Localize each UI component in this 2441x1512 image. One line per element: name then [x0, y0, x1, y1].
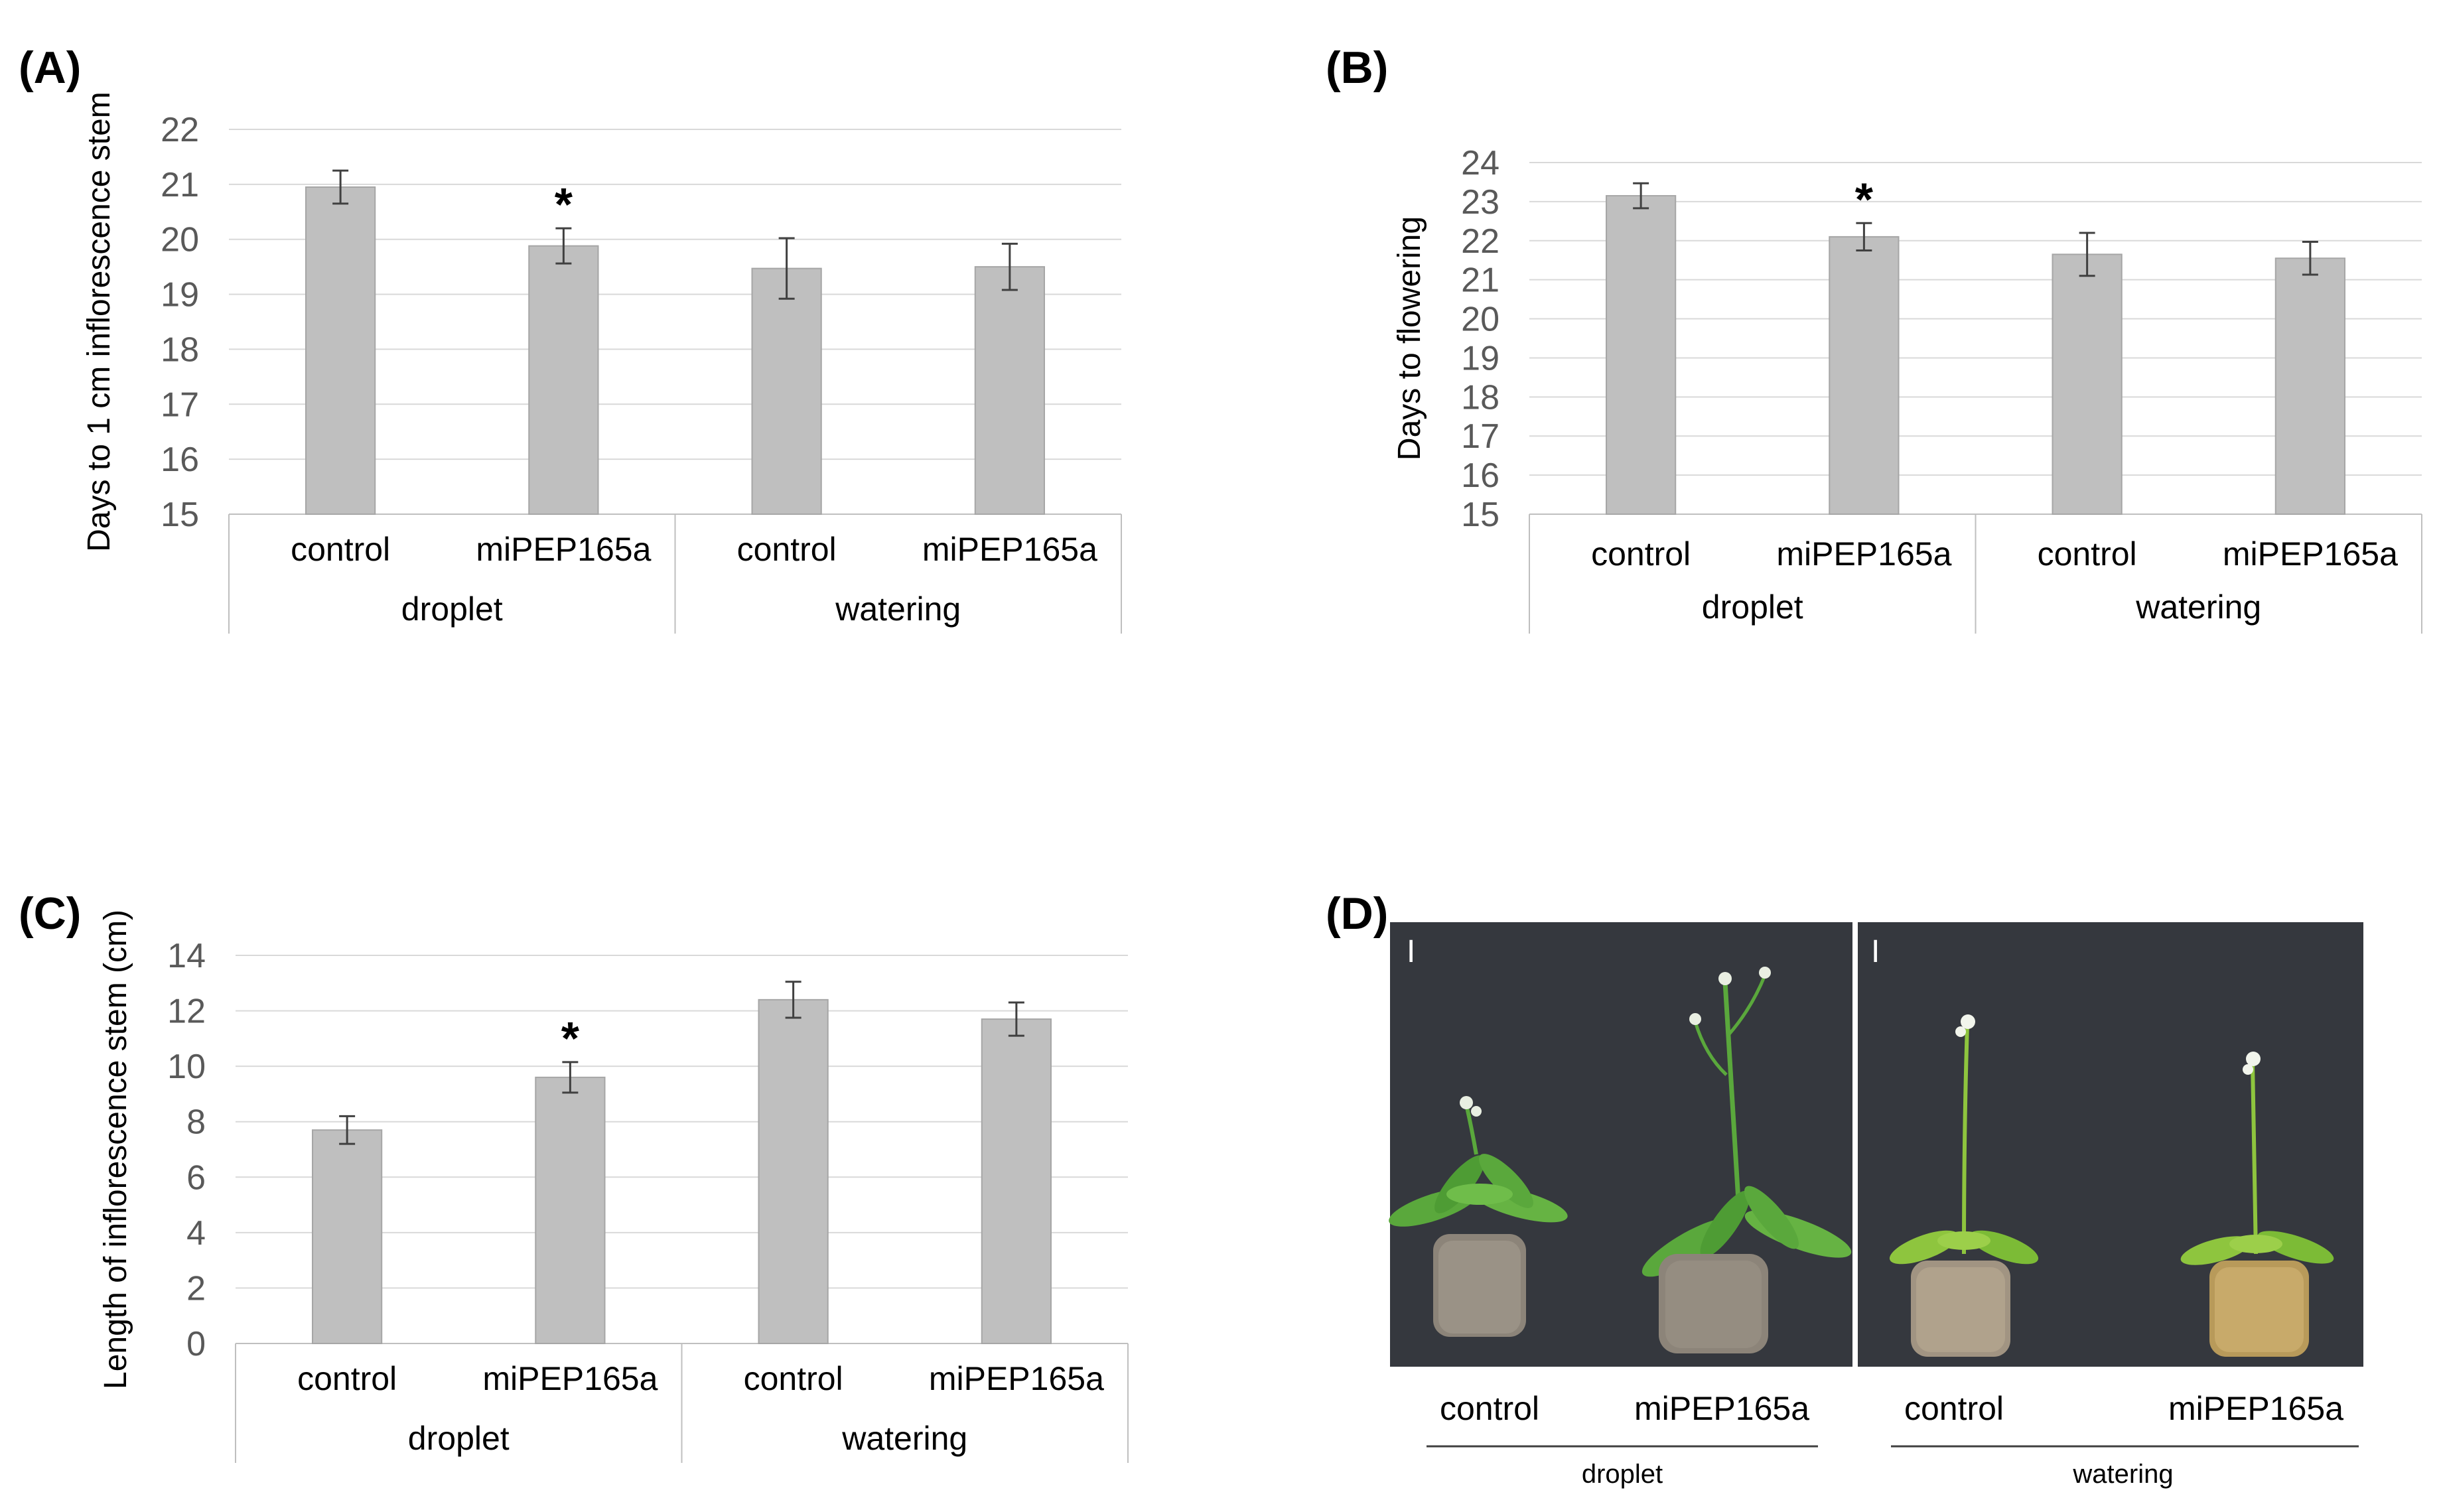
category-label: miPEP165a — [929, 1360, 1104, 1397]
y-tick-label: 22 — [161, 111, 199, 149]
bar-c-3 — [758, 998, 829, 1345]
plant-droplet-mipep165a — [1641, 967, 1852, 1353]
y-tick-label: 8 — [186, 1103, 206, 1142]
y-tick-label: 0 — [186, 1325, 206, 1363]
category-label: control — [2038, 535, 2137, 573]
group-label: droplet — [401, 590, 503, 628]
bar-c-2 — [535, 1076, 606, 1345]
y-tick-label: 19 — [1461, 339, 1499, 378]
bar-c-4 — [981, 1018, 1052, 1345]
group-label: watering — [841, 1420, 967, 1457]
scale-bar: I — [1407, 934, 1415, 969]
scale-bar-2: I — [1871, 934, 1880, 969]
bar-a-3 — [751, 267, 822, 515]
y-tick-label: 2 — [186, 1269, 206, 1308]
y-tick-label: 22 — [1461, 222, 1499, 261]
y-tick-label: 16 — [1461, 456, 1499, 495]
photo-group-watering: watering — [2072, 1460, 2173, 1489]
y-axis-label: Days to flowering — [1392, 216, 1427, 460]
group-label: droplet — [1702, 588, 1803, 626]
chart-c: 0 2 4 6 8 10 12 14 control * miPEP165a control miPEP… — [98, 910, 1129, 1463]
y-tick-label: 16 — [161, 441, 199, 479]
y-tick-label: 21 — [1461, 261, 1499, 300]
photo-label-watering-control: control — [1904, 1390, 2004, 1427]
group-label: watering — [2135, 588, 2261, 626]
bar-b-1 — [1606, 195, 1677, 515]
bar-a-4 — [974, 266, 1045, 515]
y-tick-label: 21 — [161, 166, 199, 204]
y-tick-label: 14 — [167, 937, 206, 975]
category-label: miPEP165a — [476, 531, 651, 568]
panel-label-b: (B) — [1326, 42, 1388, 93]
panel-label-c: (C) — [19, 888, 81, 939]
photo-label-droplet-control: control — [1440, 1390, 1539, 1427]
plant-droplet-control — [1389, 1096, 1568, 1337]
y-tick-label: 18 — [1461, 378, 1499, 417]
y-axis-label: Days to 1 cm inflorescence stem — [82, 92, 117, 552]
significance-star: * — [555, 178, 573, 230]
category-label: control — [297, 1360, 397, 1397]
plant-watering-mipep165a — [2180, 1052, 2334, 1357]
bar-b-3 — [2052, 253, 2123, 515]
category-label: miPEP165a — [2223, 535, 2398, 573]
y-tick-label: 17 — [1461, 417, 1499, 456]
bar-b-4 — [2274, 257, 2345, 515]
bar-c-1 — [312, 1129, 383, 1344]
category-label: control — [1591, 535, 1691, 573]
photo-watering: I — [1858, 922, 2363, 1367]
category-label: miPEP165a — [1776, 535, 1951, 573]
bar-a-2 — [528, 245, 599, 515]
photo-droplet: I — [1389, 922, 1852, 1367]
y-tick-label: 12 — [167, 993, 206, 1031]
bar-a-1 — [305, 186, 376, 515]
panel-label-d: (D) — [1326, 888, 1388, 939]
y-tick-label: 20 — [1461, 301, 1499, 339]
group-label: droplet — [408, 1420, 510, 1457]
bar-b-2 — [1829, 236, 1900, 515]
chart-a: 15 16 17 18 19 20 21 22 control * miPEP165a control… — [82, 92, 1122, 634]
y-tick-label: 10 — [167, 1048, 206, 1086]
significance-star: * — [561, 1012, 580, 1064]
category-label: miPEP165a — [922, 531, 1097, 568]
panel-label-a: (A) — [19, 42, 81, 93]
photo-label-droplet-mipep165a: miPEP165a — [1634, 1390, 1809, 1427]
group-label: watering — [835, 590, 961, 628]
category-label: miPEP165a — [482, 1360, 658, 1397]
y-tick-label: 6 — [186, 1158, 206, 1197]
y-axis-label: Length of inflorescence stem (cm) — [98, 910, 133, 1389]
plant-photos: I — [1389, 922, 2363, 1489]
category-label: control — [737, 531, 837, 568]
y-tick-label: 19 — [161, 276, 199, 314]
significance-star: * — [1855, 173, 1874, 225]
y-tick-label: 23 — [1461, 183, 1499, 222]
category-label: control — [291, 531, 390, 568]
y-tick-label: 15 — [161, 496, 199, 534]
plant-watering-control — [1889, 1014, 2039, 1357]
y-tick-label: 4 — [186, 1214, 206, 1253]
photo-group-droplet: droplet — [1582, 1460, 1663, 1489]
category-label: control — [744, 1360, 843, 1397]
y-tick-label: 17 — [161, 385, 199, 424]
y-tick-label: 20 — [161, 221, 199, 259]
y-tick-label: 15 — [1461, 496, 1499, 534]
photo-label-watering-mipep165a: miPEP165a — [2168, 1390, 2343, 1427]
y-tick-label: 24 — [1461, 144, 1499, 182]
y-tick-label: 18 — [161, 330, 199, 369]
